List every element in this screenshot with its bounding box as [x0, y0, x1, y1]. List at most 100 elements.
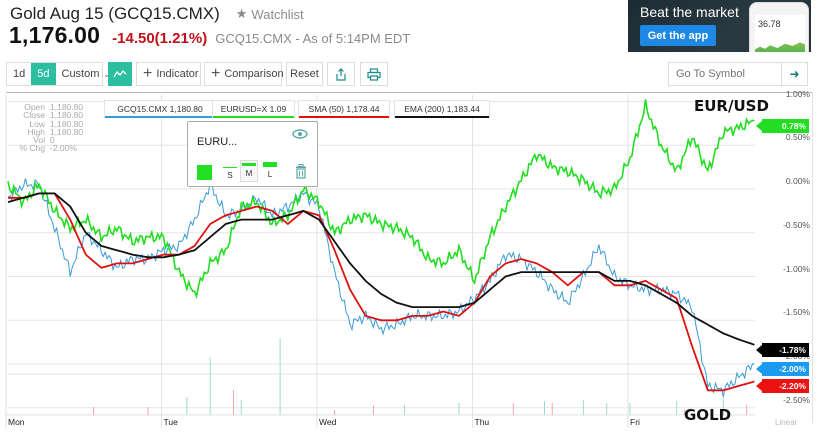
x-tick-label: Mon — [8, 417, 25, 427]
share-button[interactable] — [327, 62, 355, 86]
size-label: M — [245, 169, 253, 178]
scale-toggle[interactable]: Linear — [775, 418, 798, 427]
ohlc-row: Low 1,180.80 — [8, 118, 84, 129]
legend-ema-label: EMA (200) 1,183.44 — [404, 104, 480, 114]
print-icon — [367, 67, 381, 81]
x-tick-label: Tue — [163, 417, 178, 427]
x-tick-label: Wed — [319, 417, 337, 427]
popup-series-name: EURU... — [197, 136, 238, 148]
line-width-m[interactable]: M — [240, 160, 258, 182]
ohlc-key: High — [27, 126, 45, 137]
range-custom[interactable]: Custom ⌄ — [56, 63, 117, 85]
series-line — [7, 99, 755, 299]
symbol-go-button[interactable]: ➜ — [781, 63, 807, 85]
ohlc-key: % Chg — [19, 143, 45, 154]
y-axis-rule — [812, 93, 813, 423]
series-line — [7, 192, 755, 346]
ohlc-key: Close — [23, 110, 45, 121]
last-price: 1,176.00 — [9, 22, 101, 48]
chart-type-button[interactable] — [108, 62, 132, 86]
print-button[interactable] — [360, 62, 388, 86]
ohlc-value: -2.00% — [50, 143, 77, 154]
instrument-title: Gold Aug 15 (GCQ15.CMX) — [10, 4, 220, 23]
symbol-input[interactable] — [669, 63, 781, 85]
ohlc-key: Open — [24, 102, 45, 112]
legend-eurusd[interactable]: EURUSD=X 1.09 — [212, 100, 295, 118]
phone-value: 36.78 — [758, 19, 781, 29]
plus-icon: + — [143, 65, 153, 82]
range-selector: 1d 5d Custom ⌄ — [6, 62, 110, 86]
series-settings-popup: EURU... S M L — [187, 121, 318, 187]
gold-annotation: GOLD — [684, 406, 732, 424]
last-value-tag: -2.20% — [756, 379, 809, 393]
phone-chart-graphic — [755, 42, 805, 52]
watchlist-label: Watchlist — [251, 6, 304, 22]
series-line — [8, 192, 755, 392]
indicator-label: Indicator — [156, 68, 199, 80]
range-custom-label: Custom — [61, 68, 100, 80]
plus-icon: + — [211, 65, 221, 82]
legend-ema[interactable]: EMA (200) 1,183.44 — [394, 100, 490, 118]
get-app-button[interactable]: Get the app — [640, 25, 716, 46]
range-1d[interactable]: 1d — [13, 68, 26, 80]
ohlc-row: Close 1,180.80 — [8, 110, 84, 121]
add-comparison-button[interactable]: + Comparison — [204, 62, 284, 86]
promo-headline: Beat the market — [640, 4, 739, 20]
line-width-l[interactable]: L — [262, 161, 278, 179]
line-chart-icon — [113, 70, 127, 78]
y-tick-label: -0.50% — [783, 219, 810, 230]
color-swatch[interactable] — [197, 165, 212, 180]
legend-gold-label: GCQ15.CMX 1,180.80 — [117, 104, 203, 114]
arrow-right-icon: ➜ — [789, 67, 800, 81]
legend-gold[interactable]: GCQ15.CMX 1,180.80 — [104, 100, 216, 118]
reset-button[interactable]: Reset — [286, 62, 323, 86]
y-tick-label: -1.00% — [783, 263, 810, 274]
y-tick-label: -2.50% — [783, 394, 810, 405]
phone-image: 36.78 — [749, 2, 809, 52]
legend-sma[interactable]: SMA (50) 1,178.44 — [298, 100, 390, 118]
legend-sma-label: SMA (50) 1,178.44 — [308, 104, 380, 114]
ohlc-row: % Chg -2.00% — [8, 143, 83, 154]
comparison-label: Comparison — [224, 68, 284, 80]
toolbar-divider — [6, 92, 812, 93]
ohlc-value: 0 — [50, 135, 55, 146]
app-promo-banner[interactable]: Beat the market Get the app 36.78 — [628, 0, 811, 52]
x-tick-label: Fri — [630, 417, 640, 427]
star-icon: ★ — [235, 6, 248, 21]
x-tick-label: Thu — [474, 417, 490, 427]
price-change: -14.50(1.21%) — [112, 30, 208, 47]
last-value-tag: 0.78% — [756, 119, 809, 133]
y-tick-label: 1.00% — [785, 88, 810, 99]
ohlc-value: 1,180.80 — [50, 126, 84, 137]
eurusd-annotation: EUR/USD — [694, 97, 769, 115]
last-value-tag: -2.00% — [756, 362, 809, 376]
y-tick-label: 0.00% — [785, 176, 810, 186]
line-width-s[interactable]: S — [222, 161, 238, 180]
quote-header: Gold Aug 15 (GCQ15.CMX) ★ Watchlist 1,17… — [0, 0, 821, 56]
watchlist-button[interactable]: ★ Watchlist — [236, 6, 304, 22]
legend-eurusd-label: EURUSD=X 1.09 — [220, 104, 287, 114]
range-5d[interactable]: 5d — [31, 63, 56, 85]
eye-icon[interactable] — [292, 128, 308, 142]
trash-icon[interactable] — [295, 164, 307, 182]
ohlc-key: Vol — [33, 135, 45, 146]
chevron-down-icon: ⌄ — [103, 69, 111, 79]
go-to-symbol: ➜ — [668, 62, 808, 86]
y-tick-label: -1.50% — [783, 307, 810, 318]
add-indicator-button[interactable]: + Indicator — [136, 62, 201, 86]
as-of-timestamp: GCQ15.CMX - As of 5:14PM EDT — [215, 31, 411, 46]
size-label: S — [227, 171, 233, 180]
reset-label: Reset — [290, 68, 319, 80]
ohlc-readout: Open 1,180.80 Close 1,180.80 Low 1,180.80 High… — [8, 103, 83, 153]
ohlc-value: 1,180.80 — [50, 110, 84, 121]
ohlc-row: High 1,180.80 — [8, 126, 84, 137]
ohlc-row: Open 1,180.80 — [8, 102, 84, 112]
ohlc-value: 1,180.80 — [50, 102, 84, 112]
share-icon — [336, 67, 346, 81]
ohlc-key: Low — [29, 118, 45, 129]
y-tick-label: 0.50% — [785, 132, 810, 143]
ohlc-row: Vol 0 — [8, 135, 83, 146]
size-label: L — [267, 170, 273, 179]
ohlc-value: 1,180.80 — [50, 118, 84, 129]
